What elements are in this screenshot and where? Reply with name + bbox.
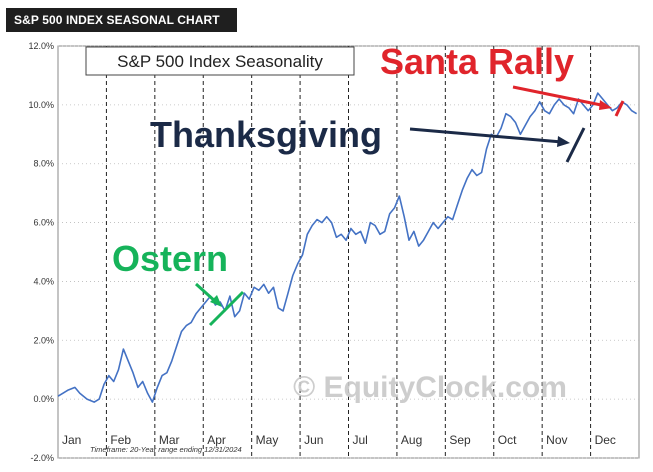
annotation-ostern: Ostern (112, 238, 228, 279)
x-axis-ticks: Jan Feb Mar Apr May Jun Jul Aug Sep Oct Nov Dec (62, 433, 616, 447)
y-tick-label: -2.0% (30, 453, 54, 463)
x-tick-label: Aug (401, 433, 422, 447)
x-tick-label: Mar (159, 433, 180, 447)
y-tick-label: 10.0% (28, 100, 54, 110)
thanksgiving-marker (565, 127, 586, 163)
x-tick-label: Feb (110, 433, 131, 447)
santa-rally-marker (614, 100, 625, 117)
x-tick-label: Sep (449, 433, 471, 447)
ostern-arrowhead (210, 295, 222, 307)
thanksgiving-arrowhead (557, 136, 570, 147)
y-tick-label: 0.0% (33, 394, 54, 404)
y-tick-label: 6.0% (33, 218, 54, 228)
chart-title: S&P 500 Index Seasonality (117, 52, 323, 71)
x-tick-label: Apr (207, 433, 226, 447)
series-line (57, 92, 638, 403)
series-layer (57, 92, 638, 403)
x-tick-label: Nov (546, 433, 567, 447)
x-tick-label: Jul (353, 433, 368, 447)
chart-title-box (85, 46, 355, 76)
y-tick-label: 4.0% (33, 276, 54, 286)
header-bar (6, 8, 237, 32)
footnote: Timeframe: 20-Year range ending 12/31/20… (90, 445, 242, 454)
ostern-arrow (194, 282, 218, 304)
x-tick-label: Dec (595, 433, 616, 447)
header-title: S&P 500 INDEX SEASONAL CHART (14, 13, 220, 27)
annotation-thanksgiving: Thanksgiving (150, 114, 382, 155)
x-tick-label: May (256, 433, 279, 447)
santa-rally-arrow (512, 85, 607, 108)
y-tick-label: 12.0% (28, 41, 54, 51)
x-tick-label: Oct (498, 433, 517, 447)
ostern-marker (208, 290, 245, 327)
watermark: © EquityClock.com (293, 371, 567, 404)
x-tick-label: Jun (304, 433, 323, 447)
santa-rally-arrowhead (599, 100, 612, 110)
x-tick-label: Jan (62, 433, 81, 447)
y-axis-ticks: 12.0% 10.0% 8.0% 6.0% 4.0% 2.0% 0.0% -2.0% (28, 41, 54, 463)
annotation-santa-rally: Santa Rally (380, 41, 574, 82)
y-tick-label: 2.0% (33, 335, 54, 345)
y-tick-label: 8.0% (33, 159, 54, 169)
thanksgiving-arrow (409, 127, 563, 144)
